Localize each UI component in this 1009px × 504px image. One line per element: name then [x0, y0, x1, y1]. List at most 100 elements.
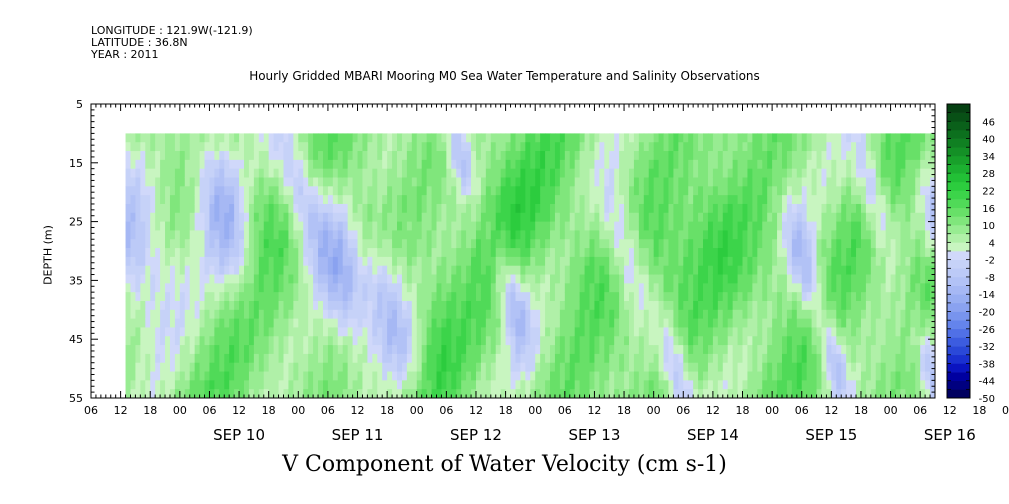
heat-cell: [900, 195, 906, 205]
heat-cell: [140, 265, 146, 276]
heat-cell: [268, 230, 275, 240]
heat-cell: [574, 221, 581, 231]
heat-cell: [510, 283, 516, 293]
heat-cell: [530, 300, 536, 311]
heat-cell: [767, 265, 773, 276]
heat-cell: [431, 265, 437, 276]
heat-cell: [910, 327, 916, 337]
heat-cell: [174, 265, 181, 276]
heat-cell: [604, 389, 610, 399]
heat-cell: [870, 353, 877, 364]
heat-cell: [791, 353, 798, 364]
heat-cell: [332, 292, 339, 302]
heat-cell: [293, 239, 299, 249]
heat-cell: [865, 274, 872, 284]
heat-cell: [910, 212, 916, 223]
heat-cell: [594, 256, 600, 267]
heat-cell: [540, 265, 546, 276]
heat-cell: [234, 230, 240, 240]
heat-cell: [846, 362, 852, 373]
heat-cell: [451, 300, 457, 311]
heat-cell: [826, 353, 832, 364]
heat-cell: [244, 336, 250, 346]
heat-cell: [362, 159, 368, 170]
heat-cell: [816, 327, 822, 337]
heat-cell: [905, 239, 911, 249]
heat-cell: [732, 300, 739, 311]
heat-cell: [273, 239, 280, 249]
heat-cell: [145, 203, 151, 214]
heat-cell: [520, 203, 526, 214]
heat-cell: [184, 186, 191, 196]
heat-cell: [885, 177, 892, 187]
heat-cell: [856, 168, 862, 178]
heat-cell: [786, 389, 793, 399]
heat-cell: [574, 239, 581, 249]
heat-cell: [693, 380, 699, 390]
heat-cell: [628, 336, 635, 346]
heat-cell: [219, 336, 225, 346]
heat-cell: [239, 283, 245, 293]
heat-cell: [791, 362, 798, 373]
heat-cell: [628, 256, 635, 267]
heat-cell: [209, 283, 215, 293]
heat-cell: [194, 380, 201, 390]
heat-cell: [619, 212, 625, 223]
heat-cell: [505, 230, 512, 240]
heat-cell: [579, 353, 586, 364]
heat-cell: [347, 212, 354, 223]
heat-cell: [673, 248, 679, 258]
heat-cell: [767, 274, 773, 284]
heat-cell: [772, 133, 778, 143]
heat-cell: [673, 256, 679, 267]
heat-cell: [485, 168, 492, 178]
heat-cell: [895, 230, 901, 240]
heat-cell: [278, 380, 284, 390]
heat-cell: [658, 292, 665, 302]
heat-cell: [554, 203, 561, 214]
heat-cell: [382, 230, 388, 240]
heat-cell: [397, 389, 403, 399]
heat-cell: [352, 292, 359, 302]
heat-cell: [895, 283, 901, 293]
heat-cell: [569, 371, 576, 381]
heat-cell: [125, 248, 131, 258]
heat-cell: [900, 380, 906, 390]
heat-cell: [930, 371, 936, 381]
heat-cell: [841, 309, 847, 320]
heat-cell: [574, 212, 581, 223]
heat-cell: [184, 221, 191, 231]
heat-cell: [179, 142, 186, 152]
heat-cell: [263, 239, 270, 249]
heat-cell: [426, 142, 433, 152]
heat-cell: [130, 168, 136, 178]
heat-cell: [446, 318, 452, 328]
heat-cell: [357, 186, 363, 196]
heat-cell: [589, 292, 595, 302]
heat-cell: [900, 353, 906, 364]
heat-cell: [594, 309, 600, 320]
heat-cell: [165, 230, 171, 240]
heat-cell: [347, 353, 354, 364]
heat-cell: [599, 221, 605, 231]
heat-cell: [500, 309, 507, 320]
heat-cell: [150, 212, 156, 223]
heat-cell: [253, 274, 260, 284]
heat-cell: [806, 309, 813, 320]
heat-cell: [165, 389, 171, 399]
heat-cell: [712, 380, 719, 390]
heat-cell: [777, 151, 783, 161]
heat-cell: [367, 142, 373, 152]
heat-cell: [347, 362, 354, 373]
heat-cell: [559, 327, 566, 337]
heat-cell: [466, 195, 472, 205]
heat-cell: [530, 142, 536, 152]
heat-cell: [550, 345, 556, 355]
heat-cell: [791, 283, 798, 293]
heat-cell: [500, 168, 507, 178]
heat-cell: [130, 283, 136, 293]
heat-cell: [145, 151, 151, 161]
heat-cell: [880, 221, 887, 231]
heat-cell: [219, 177, 225, 187]
heat-cell: [816, 309, 822, 320]
